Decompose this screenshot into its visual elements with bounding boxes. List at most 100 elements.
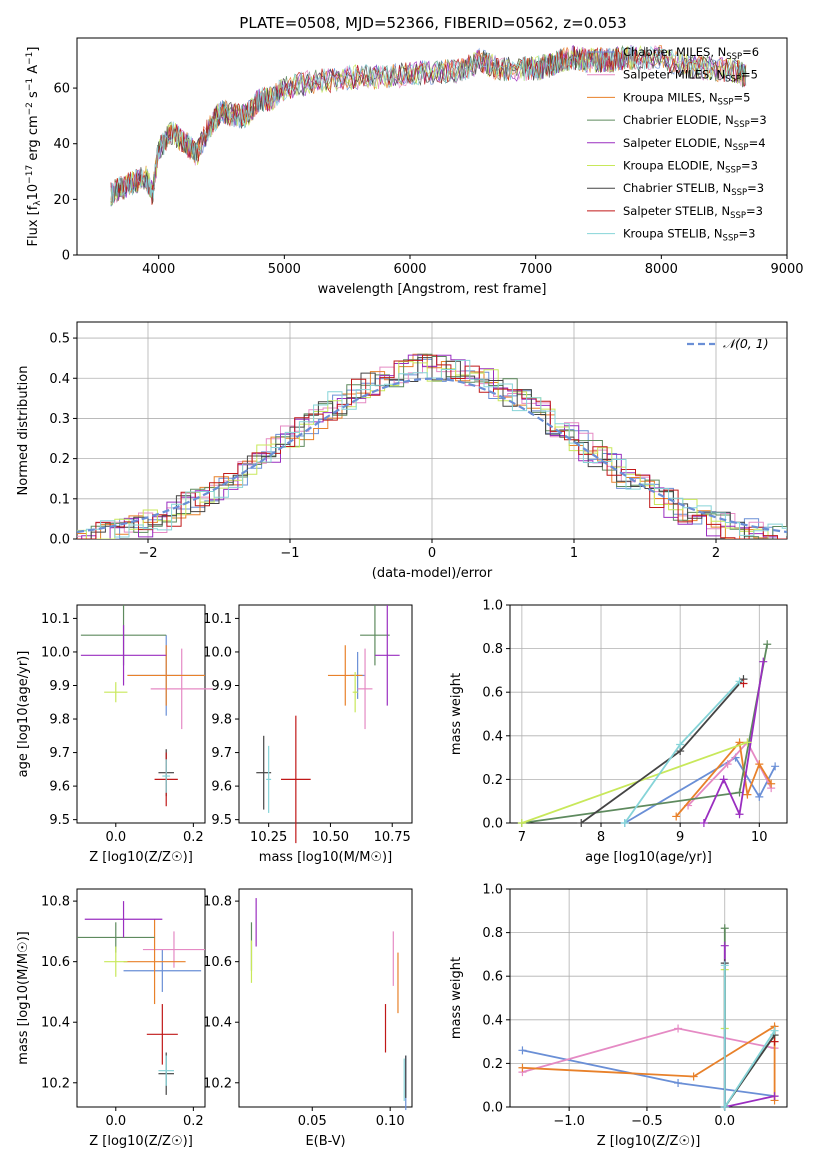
y-tick-label: 0.4 [49,372,70,387]
x-tick-label: 4000 [142,262,175,277]
x-tick-label: 0.0 [105,830,126,845]
legend-entry-base: Kroupa MILES, N [623,90,718,104]
legend-entry-base: Kroupa STELIB, N [623,227,723,241]
x-axis-label: Z [log10(Z/Z☉)] [89,1134,193,1149]
x-tick-label: 10.75 [374,830,411,845]
weight-point-marker [739,679,748,688]
weight-point-marker [743,790,752,799]
y-tick-label: 10.1 [41,612,70,627]
legend-entry: 𝒩(0, 1) [723,336,769,351]
histogram-series [77,354,787,539]
histogram-series [77,357,787,539]
x-axis-label: wavelength [Angstrom, rest frame] [318,282,547,297]
legend-entry-sub: SSP [733,143,749,153]
weight-point-marker [743,738,752,747]
legend-entry-sub: SSP [734,120,750,130]
y-tick-label: 9.9 [211,679,232,694]
x-tick-label: 1 [570,546,578,561]
plot-frame [76,888,206,1108]
y-axis-label: Flux [fλ10−17 erg cm−2 s−1 A−1] [25,47,43,247]
y-axis-label: Normed distribution [16,366,31,496]
x-axis-label: (data-model)/error [372,566,493,581]
weight-point-marker [674,1024,683,1033]
weight-point-marker [755,792,764,801]
age-vs-Z-panel: 0.0 0.2 9.5 9.6 9.7 9.8 9.9 10.0 10.1 Z [log10(Z/… [16,604,213,865]
y-tick-label: 0.0 [482,1101,503,1116]
y-tick-label: 40 [53,137,70,152]
y-axis-label-part: erg cm [26,115,41,164]
weight-series-line [723,945,775,1109]
legend-entry: Salpeter ELODIE, NSSP=4 [623,136,766,153]
legend-entry: Kroupa MILES, NSSP=5 [623,90,750,107]
y-axis-label-part: A [26,65,41,78]
y-tick-label: 0 [62,249,70,264]
weight-point-marker [720,1103,729,1111]
weight-point-marker [763,640,772,649]
y-tick-label: 9.8 [49,713,70,728]
spectrum-series-line [110,45,747,204]
weight-point-marker [767,779,776,788]
y-axis-label-part: −17 [25,165,35,184]
weight-point-marker [518,1063,527,1072]
x-tick-label: 10 [751,830,768,845]
y-tick-label: 9.5 [49,813,70,828]
y-tick-label: 9.7 [211,746,232,761]
legend-entry-tail: =3 [746,204,763,218]
weight-point-marker [720,941,729,950]
weight-point-marker [672,812,681,821]
y-tick-label: 9.7 [49,746,70,761]
legend-entry-base: Chabrier ELODIE, N [623,113,734,127]
x-tick-label: −0.5 [631,1114,663,1129]
weight-point-marker [517,819,526,827]
legend-entry-base: Kroupa ELODIE, N [623,159,725,173]
x-axis-label: Z [log10(Z/Z☉)] [597,1134,701,1149]
legend-entry-tail: =4 [749,136,766,150]
y-tick-label: 0.2 [482,773,503,788]
y-axis-label-part: Flux [f [26,205,41,246]
y-tick-label: 10.6 [41,955,70,970]
weight-point-marker [720,924,729,933]
weight-point-marker [689,1072,698,1081]
y-tick-label: 10.1 [203,612,232,627]
legend-entry-sub: SSP [731,188,747,198]
x-tick-label: 0.2 [183,830,204,845]
weight-point-marker [770,1037,779,1046]
y-tick-label: 10.2 [41,1076,70,1091]
gaussian-reference-line [76,377,788,534]
x-tick-label: 0.0 [105,1114,126,1129]
y-tick-label: 0.8 [482,926,503,941]
y-tick-label: 9.8 [211,713,232,728]
x-tick-label: 9 [676,830,684,845]
y-tick-label: 1.0 [482,599,503,614]
y-tick-label: 0.0 [482,817,503,832]
legend-entry-sub: SSP [725,166,741,176]
x-tick-label: 0.2 [183,1114,204,1129]
plot-frame [238,888,413,1108]
weight-point-marker [620,819,629,827]
x-tick-label: 0.0 [714,1114,735,1129]
spectrum-panel: Chabrier MILES, NSSP=6 Salpeter MILES, NS… [25,37,804,297]
weight-series-line [723,928,776,1110]
x-tick-label: 5000 [268,262,301,277]
weight-point-marker [771,762,780,771]
mass-vs-ebv-panel: 0.05 0.10 10.2 10.4 10.6 10.8 E(B-V) [203,888,413,1149]
y-axis-label-part: ] [26,47,41,52]
y-tick-label: 9.6 [49,780,70,795]
histogram-steps [77,353,787,539]
x-tick-label: 8 [597,830,605,845]
legend-entry-sub: SSP [726,52,742,62]
y-tick-label: 20 [53,193,70,208]
x-tick-label: 8000 [645,262,678,277]
x-tick-label: 10.25 [250,830,287,845]
y-tick-label: 60 [53,82,70,97]
weight-vs-age-panel: 7 8 9 10 0.0 0.2 0.4 0.6 0.8 1.0 age [log10(age/yr… [449,599,788,865]
x-tick-label: 0.05 [298,1114,327,1129]
y-tick-label: 10.8 [203,895,232,910]
y-tick-label: 0.1 [49,492,70,507]
histogram-series [77,354,787,539]
legend-entry: Salpeter MILES, NSSP=5 [623,68,758,85]
legend-entry: Chabrier MILES, NSSP=6 [623,45,759,62]
plot-frame [76,37,788,256]
x-axis-label: Z [log10(Z/Z☉)] [89,850,193,865]
y-tick-label: 0.0 [49,533,70,548]
